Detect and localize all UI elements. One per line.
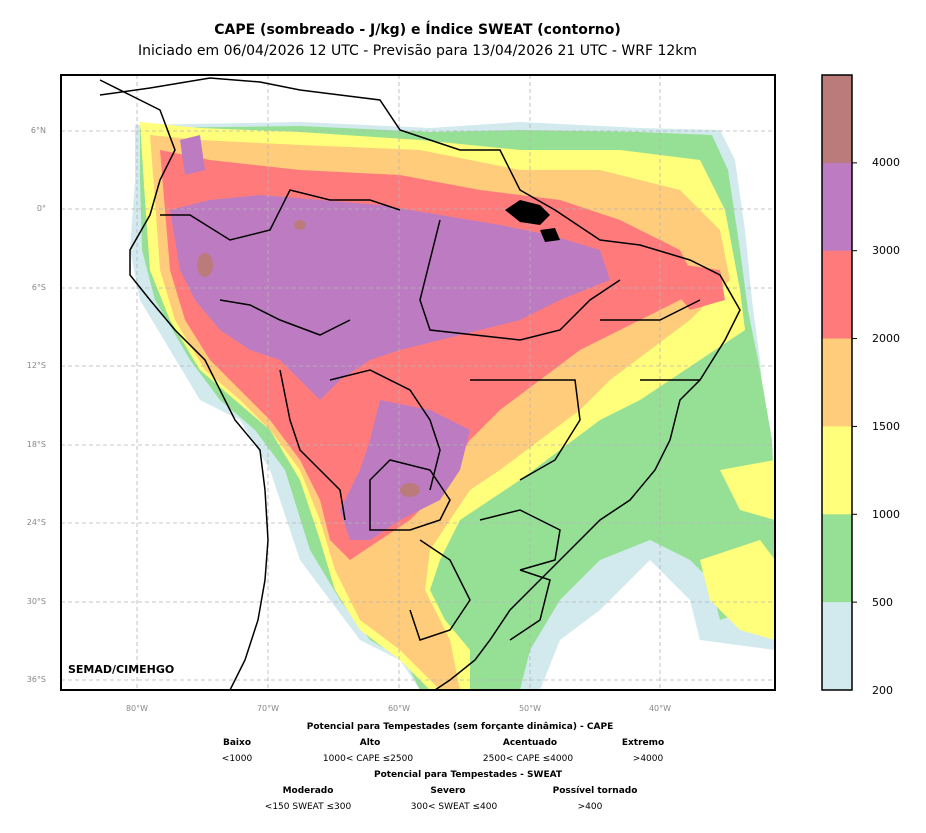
credit-label: SEMAD/CIMEHGO <box>68 663 175 676</box>
colorbar-segment <box>822 514 852 603</box>
lat-label: 24°S <box>26 518 46 527</box>
colorbar-label: 500 <box>872 596 893 609</box>
cape-range-acentuado: 2500< CAPE ≤4000 <box>482 754 574 764</box>
cape-legend-title: Potencial para Tempestades (sem forçante… <box>306 722 614 732</box>
sweat-range-severo: 300< SWEAT ≤400 <box>410 802 498 812</box>
chart-title: CAPE (sombreado - J/kg) e Índice SWEAT (… <box>214 22 621 38</box>
colorbar-label: 1500 <box>872 420 900 433</box>
colorbar-label: 2000 <box>872 332 900 345</box>
cape-range-alto: 1000< CAPE ≤2500 <box>322 754 414 764</box>
colorbar-label: 4000 <box>872 156 900 169</box>
sweat-cat-tornado: Possível tornado <box>552 786 638 796</box>
lon-label: 40°W <box>648 704 672 713</box>
colorbar-segment <box>822 162 852 252</box>
colorbar-segment <box>822 250 852 340</box>
sweat-legend-title: Potencial para Tempestades - SWEAT <box>373 770 563 780</box>
lon-label: 50°W <box>518 704 542 713</box>
lat-label: 30°S <box>26 597 46 606</box>
colorbar-segment <box>822 75 852 164</box>
cape-cat-acentuado: Acentuado <box>502 738 558 748</box>
cape-cat-alto: Alto <box>359 738 381 748</box>
amazon-delta <box>505 200 560 242</box>
cape-shade-3000 <box>170 135 610 540</box>
lat-label: 12°S <box>26 361 46 370</box>
sweat-range-moderado: <150 SWEAT ≤300 <box>264 802 352 812</box>
colorbar <box>822 75 857 691</box>
sweat-cat-severo: Severo <box>430 786 466 796</box>
cape-shade-4000 <box>197 220 420 497</box>
lat-label: 18°S <box>26 440 46 449</box>
sweat-range-tornado: >400 <box>577 802 603 812</box>
lat-label: 0° <box>36 204 46 213</box>
colorbar-segment <box>822 338 852 427</box>
colorbar-label: 200 <box>872 684 893 697</box>
chart-subtitle: Iniciado em 06/04/2026 12 UTC - Previsão… <box>137 43 698 59</box>
lat-label: 36°S <box>26 675 46 684</box>
lon-label: 60°W <box>387 704 411 713</box>
borders <box>99 77 741 690</box>
gridlines <box>61 75 775 690</box>
colorbar-segment <box>822 426 852 515</box>
map-canvas <box>61 75 775 690</box>
cape-range-baixo: <1000 <box>221 754 253 764</box>
lat-label: 6°S <box>31 283 46 292</box>
colorbar-label: 1000 <box>872 508 900 521</box>
sweat-cat-moderado: Moderado <box>282 786 334 796</box>
cape-cat-baixo: Baixo <box>222 738 252 748</box>
map-frame <box>60 74 776 691</box>
lon-label: 70°W <box>256 704 280 713</box>
colorbar-frame <box>821 74 853 691</box>
colorbar-segment <box>822 602 852 691</box>
cape-range-extremo: >4000 <box>632 754 664 764</box>
lat-label: 6°N <box>30 126 46 135</box>
colorbar-label: 3000 <box>872 244 900 257</box>
cape-cat-extremo: Extremo <box>621 738 665 748</box>
lon-label: 80°W <box>125 704 149 713</box>
